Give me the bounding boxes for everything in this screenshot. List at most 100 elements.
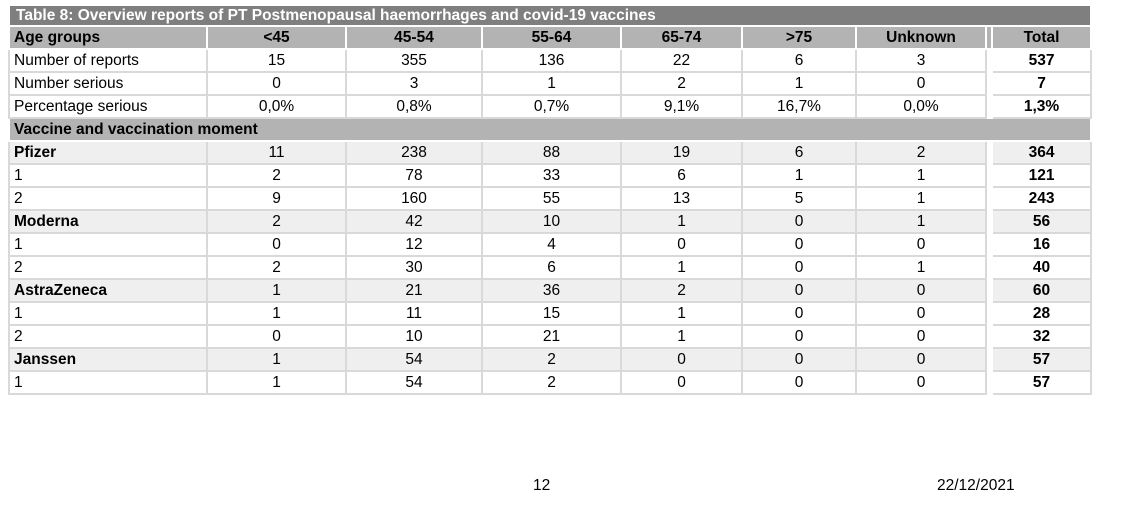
row-label: AstraZeneca [8, 278, 208, 303]
value-cell: 6 [741, 140, 857, 165]
table-row: 2 0 10 21 1 0 0 32 [8, 324, 1093, 349]
value-cell: 19 [620, 140, 743, 165]
value-cell: 9,1% [620, 94, 743, 119]
row-total: 537 [990, 48, 1093, 73]
value-cell: 0 [741, 370, 857, 395]
table-header-row: Age groups <45 45-54 55-64 65-74 >75 Unk… [8, 25, 1093, 50]
value-cell: 0 [620, 370, 743, 395]
footer-date: 22/12/2021 [937, 477, 1015, 494]
value-cell: 9 [206, 186, 347, 211]
row-total: 364 [990, 140, 1093, 165]
column-gap [985, 255, 993, 280]
value-cell: 2 [620, 71, 743, 96]
section-header: Vaccine and vaccination moment [7, 117, 1093, 142]
row-total: 57 [990, 370, 1093, 395]
value-cell: 0 [855, 324, 987, 349]
table-row: AstraZeneca 1 21 36 2 0 0 60 [8, 278, 1093, 303]
value-cell: 3 [345, 71, 483, 96]
value-cell: 0,0% [206, 94, 347, 119]
column-header-55-64: 55-64 [481, 25, 622, 50]
value-cell: 0,8% [345, 94, 483, 119]
value-cell: 160 [345, 186, 483, 211]
value-cell: 1 [855, 209, 987, 234]
value-cell: 6 [741, 48, 857, 73]
value-cell: 54 [345, 370, 483, 395]
value-cell: 2 [855, 140, 987, 165]
value-cell: 22 [620, 48, 743, 73]
value-cell: 3 [855, 48, 987, 73]
row-label: 1 [8, 163, 208, 188]
value-cell: 0 [620, 347, 743, 372]
value-cell: 2 [206, 209, 347, 234]
row-label: 1 [8, 370, 208, 395]
value-cell: 15 [206, 48, 347, 73]
value-cell: 1 [620, 255, 743, 280]
column-gap [985, 25, 993, 50]
value-cell: 355 [345, 48, 483, 73]
row-label: Number serious [8, 71, 208, 96]
value-cell: 0 [741, 278, 857, 303]
value-cell: 36 [481, 278, 622, 303]
value-cell: 1 [620, 209, 743, 234]
value-cell: 2 [481, 347, 622, 372]
value-cell: 1 [206, 301, 347, 326]
value-cell: 1 [855, 186, 987, 211]
value-cell: 10 [481, 209, 622, 234]
column-gap [985, 48, 993, 73]
column-gap [985, 186, 993, 211]
row-total: 1,3% [990, 94, 1093, 119]
table-row: Moderna 2 42 10 1 0 1 56 [8, 209, 1093, 234]
column-header-45-54: 45-54 [345, 25, 483, 50]
column-header-gt75: >75 [741, 25, 857, 50]
value-cell: 21 [345, 278, 483, 303]
row-total: 60 [990, 278, 1093, 303]
row-label: 2 [8, 186, 208, 211]
row-total: 28 [990, 301, 1093, 326]
value-cell: 2 [481, 370, 622, 395]
value-cell: 1 [481, 71, 622, 96]
column-header-total: Total [990, 25, 1093, 50]
table-row: Pfizer 11 238 88 19 6 2 364 [8, 140, 1093, 165]
value-cell: 0 [855, 301, 987, 326]
row-total: 16 [990, 232, 1093, 257]
table-row: 2 2 30 6 1 0 1 40 [8, 255, 1093, 280]
value-cell: 88 [481, 140, 622, 165]
value-cell: 78 [345, 163, 483, 188]
column-gap [985, 232, 993, 257]
value-cell: 2 [620, 278, 743, 303]
column-gap [985, 94, 993, 119]
value-cell: 42 [345, 209, 483, 234]
column-header-65-74: 65-74 [620, 25, 743, 50]
value-cell: 13 [620, 186, 743, 211]
row-label: 1 [8, 232, 208, 257]
table-row: Percentage serious 0,0% 0,8% 0,7% 9,1% 16,7% 0… [8, 94, 1093, 119]
value-cell: 0 [855, 232, 987, 257]
column-gap [985, 301, 993, 326]
row-label: 1 [8, 301, 208, 326]
value-cell: 33 [481, 163, 622, 188]
value-cell: 0 [855, 347, 987, 372]
value-cell: 0 [206, 232, 347, 257]
row-total: 56 [990, 209, 1093, 234]
table-row: 2 9 160 55 13 5 1 243 [8, 186, 1093, 211]
value-cell: 10 [345, 324, 483, 349]
value-cell: 11 [345, 301, 483, 326]
row-total: 32 [990, 324, 1093, 349]
value-cell: 238 [345, 140, 483, 165]
row-label: Percentage serious [8, 94, 208, 119]
table-row: Janssen 1 54 2 0 0 0 57 [8, 347, 1093, 372]
overview-report-table: Table 8: Overview reports of PT Postmeno… [7, 4, 1093, 395]
value-cell: 1 [741, 163, 857, 188]
value-cell: 12 [345, 232, 483, 257]
row-label: 2 [8, 255, 208, 280]
table-row: 1 1 54 2 0 0 0 57 [8, 370, 1093, 395]
page-number: 12 [533, 477, 551, 494]
value-cell: 0 [741, 301, 857, 326]
column-gap [985, 140, 993, 165]
value-cell: 0 [855, 71, 987, 96]
value-cell: 1 [620, 301, 743, 326]
value-cell: 5 [741, 186, 857, 211]
table-row: 1 0 12 4 0 0 0 16 [8, 232, 1093, 257]
table-title-row: Table 8: Overview reports of PT Postmeno… [7, 4, 1093, 27]
